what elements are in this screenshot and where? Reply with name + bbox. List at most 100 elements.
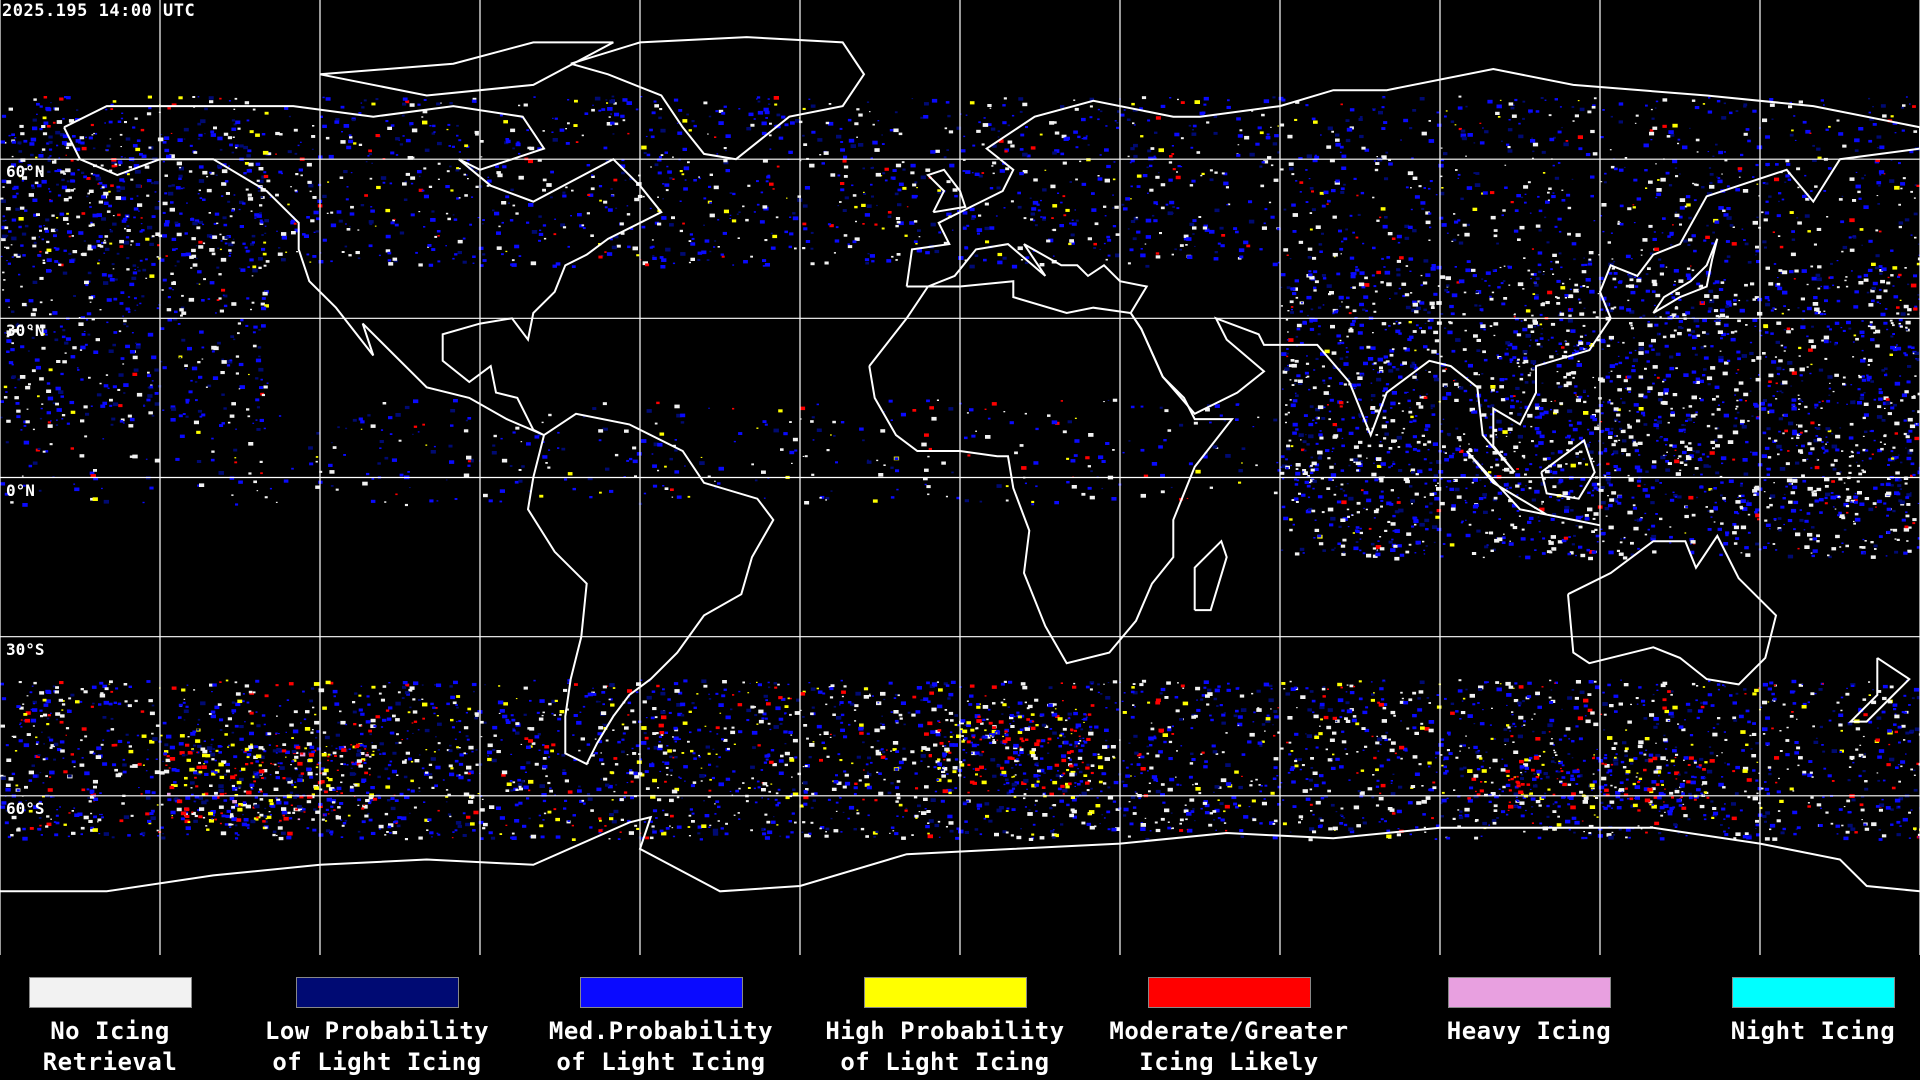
icing-pixel	[1540, 482, 1546, 486]
icing-pixel	[1653, 423, 1659, 427]
icing-pixel	[1868, 303, 1874, 307]
icing-pixel	[523, 103, 528, 107]
icing-pixel	[1674, 167, 1678, 169]
icing-pixel	[1411, 361, 1415, 365]
icing-pixel	[1778, 192, 1782, 195]
icing-pixel	[1543, 410, 1549, 415]
icing-pixel	[1390, 401, 1396, 406]
icing-pixel	[360, 420, 365, 424]
icing-pixel	[1523, 319, 1527, 322]
icing-pixel	[482, 253, 486, 256]
icing-pixel	[1754, 404, 1759, 408]
icing-pixel	[146, 112, 152, 116]
icing-pixel	[1472, 511, 1477, 514]
icing-pixel	[1382, 394, 1386, 397]
icing-pixel	[1375, 550, 1379, 552]
icing-pixel	[1002, 256, 1007, 260]
icing-pixel	[1869, 321, 1873, 324]
icing-pixel	[1306, 484, 1311, 488]
icing-pixel	[1603, 181, 1607, 184]
icing-pixel	[428, 263, 434, 267]
icing-pixel	[1005, 485, 1009, 488]
icing-pixel	[652, 255, 655, 257]
icing-pixel	[1582, 458, 1585, 460]
icing-pixel	[1616, 413, 1621, 417]
icing-pixel	[1691, 513, 1696, 517]
icing-pixel	[1799, 518, 1804, 522]
icing-pixel	[1626, 387, 1632, 391]
icing-pixel	[1482, 556, 1485, 559]
icing-pixel	[1592, 376, 1595, 379]
icing-pixel	[1288, 439, 1292, 442]
icing-pixel	[1537, 195, 1540, 198]
icing-pixel	[884, 167, 889, 171]
icing-pixel	[703, 101, 708, 105]
icing-pixel	[1906, 380, 1911, 384]
icing-pixel	[1837, 495, 1841, 498]
icing-pixel	[649, 246, 653, 249]
icing-pixel	[121, 112, 124, 114]
icing-pixel	[1177, 98, 1179, 101]
icing-pixel	[346, 186, 349, 188]
icing-pixel	[964, 246, 968, 249]
icing-pixel	[227, 136, 232, 140]
icing-pixel	[1691, 370, 1697, 374]
icing-pixel	[1323, 190, 1329, 195]
icing-pixel	[1413, 366, 1418, 370]
icing-pixel	[854, 122, 859, 126]
icing-pixel	[654, 104, 659, 108]
icing-pixel	[1394, 292, 1398, 295]
icing-pixel	[1236, 153, 1241, 157]
icing-pixel	[1642, 314, 1646, 317]
icing-pixel	[1647, 321, 1650, 323]
icing-pixel	[1520, 537, 1526, 541]
icing-pixel	[341, 131, 343, 133]
icing-pixel	[1388, 540, 1393, 544]
icing-pixel	[1375, 162, 1380, 165]
icing-pixel	[401, 114, 405, 117]
icing-pixel	[1490, 377, 1495, 380]
icing-pixel	[136, 195, 139, 197]
icing-pixel	[835, 226, 839, 229]
icing-pixel	[269, 487, 272, 490]
icing-pixel	[1883, 173, 1886, 175]
icing-pixel	[1789, 211, 1794, 214]
icing-pixel	[1637, 484, 1641, 487]
icing-pixel	[729, 217, 731, 219]
icing-pixel	[688, 261, 691, 264]
icing-pixel	[1627, 423, 1630, 426]
icing-pixel	[1032, 219, 1036, 222]
icing-pixel	[1567, 409, 1573, 413]
icing-pixel	[288, 115, 291, 118]
icing-pixel	[1130, 159, 1135, 163]
icing-pixel	[1419, 301, 1425, 305]
icing-pixel	[1543, 478, 1546, 480]
icing-pixel	[1158, 148, 1164, 153]
icing-pixel	[1338, 229, 1342, 233]
icing-pixel	[1527, 324, 1533, 329]
icing-pixel	[1645, 470, 1649, 473]
icing-pixel	[228, 165, 230, 167]
icing-pixel	[1423, 259, 1429, 263]
icing-pixel	[1287, 331, 1289, 333]
icing-pixel	[1541, 150, 1546, 154]
icing-pixel	[322, 96, 325, 99]
icing-pixel	[1614, 363, 1619, 366]
icing-pixel	[307, 180, 312, 184]
icing-pixel	[1334, 181, 1340, 185]
icing-pixel	[1522, 288, 1525, 290]
icing-pixel	[864, 258, 870, 262]
icing-pixel	[1308, 273, 1313, 277]
icing-pixel	[1136, 174, 1142, 178]
icing-pixel	[1762, 546, 1767, 549]
icing-pixel	[46, 240, 50, 244]
world-icing-map[interactable]	[0, 0, 1920, 955]
icing-pixel	[1174, 132, 1180, 137]
icing-pixel	[1910, 462, 1915, 466]
icing-pixel	[1408, 543, 1412, 546]
icing-pixel	[1552, 253, 1557, 257]
icing-pixel	[275, 501, 278, 503]
icing-pixel	[742, 205, 745, 208]
icing-pixel	[1822, 447, 1825, 450]
icing-pixel	[701, 250, 707, 255]
